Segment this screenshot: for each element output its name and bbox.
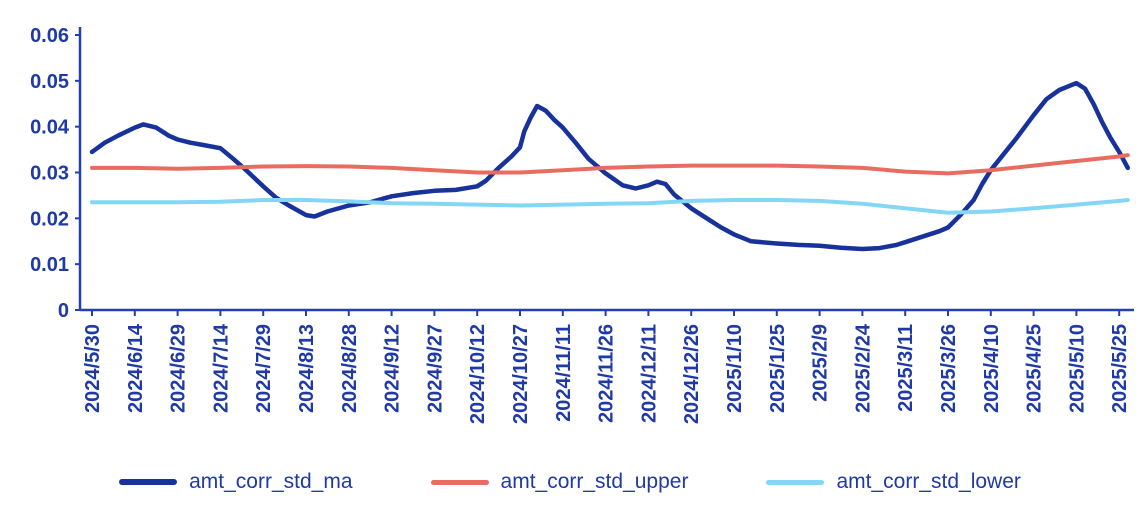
legend-item-upper: amt_corr_std_upper (430, 470, 689, 494)
x-tick-label: 2024/7/29 (253, 324, 275, 413)
legend-label-upper: amt_corr_std_upper (500, 470, 689, 493)
legend-label-lower: amt_corr_std_lower (836, 470, 1021, 493)
x-tick-label: 2025/4/10 (981, 324, 1003, 413)
legend-swatch-upper (430, 479, 489, 485)
legend-swatch-lower (766, 479, 825, 485)
x-tick-label: 2024/11/26 (596, 324, 618, 423)
x-tick-label: 2025/2/9 (810, 324, 832, 402)
y-tick-label: 0.02 (30, 208, 69, 230)
y-tick-label: 0 (58, 300, 69, 322)
x-tick-label: 2025/1/10 (724, 324, 746, 413)
y-tick-label: 0.05 (30, 71, 69, 93)
x-tick-label: 2025/4/25 (1024, 324, 1046, 413)
x-tick-label: 2025/5/10 (1066, 324, 1088, 413)
y-tick-label: 0.06 (30, 25, 69, 47)
x-tick-label: 2024/9/12 (382, 324, 404, 413)
x-tick-label: 2024/9/27 (424, 324, 446, 413)
x-tick-label: 2025/1/25 (767, 324, 789, 413)
x-tick-label: 2024/6/29 (168, 324, 190, 413)
x-tick-label: 2024/10/12 (467, 324, 489, 424)
legend-swatch-ma (119, 479, 178, 485)
x-tick-label: 2025/2/24 (852, 323, 874, 413)
series-amt_corr_std_lower (90, 198, 1130, 215)
x-tick-label: 2024/12/11 (638, 324, 660, 423)
x-tick-label: 2024/8/13 (296, 324, 318, 413)
legend-item-lower: amt_corr_std_lower (766, 470, 1021, 494)
x-tick-label: 2024/7/14 (210, 323, 232, 413)
x-tick-label: 2024/6/14 (125, 323, 147, 413)
x-tick-label: 2025/5/25 (1109, 324, 1131, 413)
x-tick-label: 2025/3/11 (895, 324, 917, 412)
series-amt_corr_std_ma (89, 80, 1131, 252)
chart-legend: amt_corr_std_ma amt_corr_std_upper amt_c… (0, 470, 1140, 494)
line-chart: 0 0.01 0.02 0.03 0.04 0.05 0.06 2024/5/30 2024/6… (30, 25, 1134, 424)
x-tick-label: 2024/10/27 (510, 324, 532, 424)
x-tick-label: 2024/12/26 (681, 324, 703, 424)
x-tick-label: 2024/5/30 (82, 324, 104, 413)
legend-label-ma: amt_corr_std_ma (189, 470, 353, 493)
y-tick-label: 0.03 (30, 163, 69, 185)
y-tick-label: 0.04 (30, 117, 70, 139)
legend-item-ma: amt_corr_std_ma (119, 470, 353, 494)
series-amt_corr_std_upper (90, 153, 1130, 176)
x-tick-label: 2024/8/28 (339, 324, 361, 413)
x-tick-label: 2024/11/11 (553, 324, 575, 422)
y-tick-label: 0.01 (30, 254, 69, 276)
x-tick-label: 2025/3/26 (938, 324, 960, 413)
